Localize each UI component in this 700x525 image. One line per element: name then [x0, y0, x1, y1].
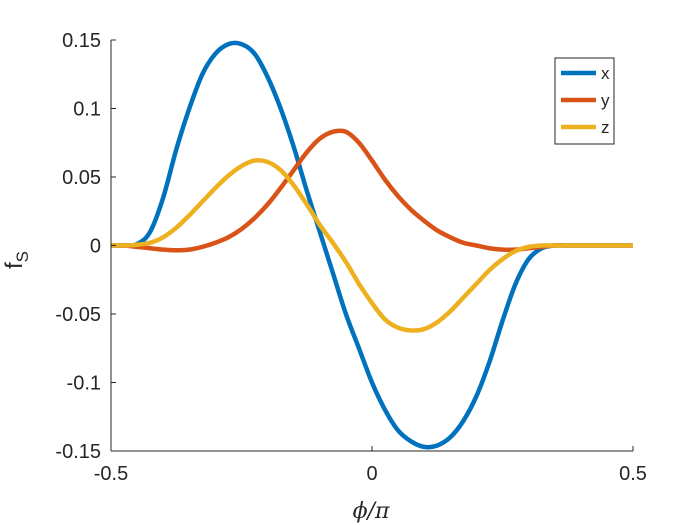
legend-label-x: x — [601, 64, 610, 83]
legend: xyz — [554, 57, 615, 145]
x-tick-label: 0 — [366, 463, 377, 485]
x-axis-label: ϕ/π — [353, 499, 390, 524]
axes-layer: -0.5 0 0.5 -0.15 -0.1 -0.05 0 0.05 0.1 0.15 — [55, 30, 647, 485]
series-line-z — [110, 158, 633, 333]
x-tick-label: 0.5 — [619, 463, 647, 485]
x-tick-label: -0.5 — [94, 463, 128, 485]
y-tick-label: -0.15 — [55, 441, 101, 463]
series-line-y — [110, 128, 633, 253]
series-layer — [110, 40, 633, 450]
y-tick-label: 0 — [90, 236, 101, 258]
y-tick-label: 0.1 — [73, 99, 101, 121]
y-tick-label: 0.05 — [62, 167, 101, 189]
y-tick-label: -0.1 — [67, 373, 101, 395]
y-tick-label: -0.05 — [55, 304, 101, 326]
y-tick-label: 0.15 — [62, 30, 101, 52]
legend-label-y: y — [601, 91, 610, 110]
y-axis-label: fS — [1, 251, 32, 269]
legend-label-z: z — [601, 118, 610, 137]
y-axis-label-subscript: S — [13, 251, 32, 262]
